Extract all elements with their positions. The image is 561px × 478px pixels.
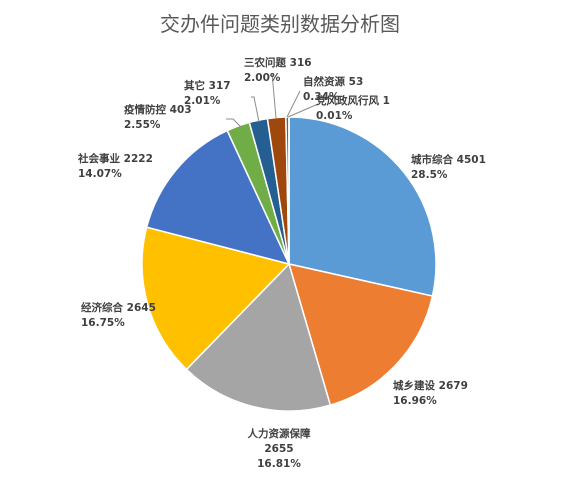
pie-slice	[288, 116, 437, 297]
pie-slice	[185, 262, 332, 412]
leader-line	[226, 118, 242, 128]
slice-name-value: 党风政风行风 1	[316, 94, 390, 107]
slice-label: 城乡建设 2679 16.96%	[393, 379, 468, 407]
slice-name-value: 2655	[264, 443, 293, 455]
pie-slice	[141, 226, 291, 371]
leader-line	[271, 72, 277, 119]
slice-label: 经济综合 2645 16.75%	[81, 301, 156, 329]
slice-label: 人力资源保障 2655 16.81%	[248, 427, 311, 470]
slice-percent: 16.75%	[81, 317, 125, 329]
slice-percent: 2.00%	[244, 72, 281, 84]
leader-line	[286, 90, 301, 118]
slice-percent: 14.07%	[78, 168, 122, 180]
slice-percent: 2.01%	[184, 95, 221, 107]
slice-name-value: 疫情防控 403	[124, 103, 192, 116]
slice-name-value: 人力资源保障	[248, 427, 311, 440]
slice-percent: 0.01%	[316, 110, 353, 122]
pie-slices	[141, 116, 437, 412]
slice-percent: 16.96%	[393, 395, 437, 407]
slice-percent: 28.5%	[411, 169, 448, 181]
slice-percent: 0.34%	[303, 91, 340, 103]
slice-label: 社会事业 2222 14.07%	[77, 152, 153, 180]
slice-label: 三农问题 316 2.00%	[244, 56, 312, 84]
slice-percent: 2.55%	[124, 119, 161, 131]
slice-name-value: 经济综合 2645	[81, 301, 156, 314]
slice-name-value: 城市综合 4501	[411, 153, 486, 166]
data-labels: 城市综合 4501 28.5% 城乡建设 2679 16.96% 人力资源保障 2655 1…	[77, 56, 486, 470]
slice-percent: 16.81%	[257, 458, 301, 470]
slice-name-value: 社会事业 2222	[77, 152, 153, 165]
pie-slice	[287, 262, 434, 407]
slice-label: 其它 317 2.01%	[184, 79, 231, 107]
slice-label: 党风政风行风 1 0.01%	[316, 94, 390, 122]
slice-name-value: 自然资源 53	[303, 75, 363, 88]
chart-title: 交办件问题类别数据分析图	[160, 12, 400, 36]
slice-label: 自然资源 53 0.34%	[303, 75, 363, 103]
pie-slice	[145, 129, 291, 266]
slice-name-value: 城乡建设 2679	[393, 379, 468, 392]
leader-line	[287, 103, 319, 118]
slice-label: 疫情防控 403 2.55%	[124, 103, 192, 131]
slice-name-value: 三农问题 316	[244, 56, 312, 69]
slice-label: 城市综合 4501 28.5%	[411, 153, 486, 181]
slice-name-value: 其它 317	[184, 79, 231, 92]
leader-lines	[226, 72, 319, 128]
leader-line	[251, 96, 260, 123]
